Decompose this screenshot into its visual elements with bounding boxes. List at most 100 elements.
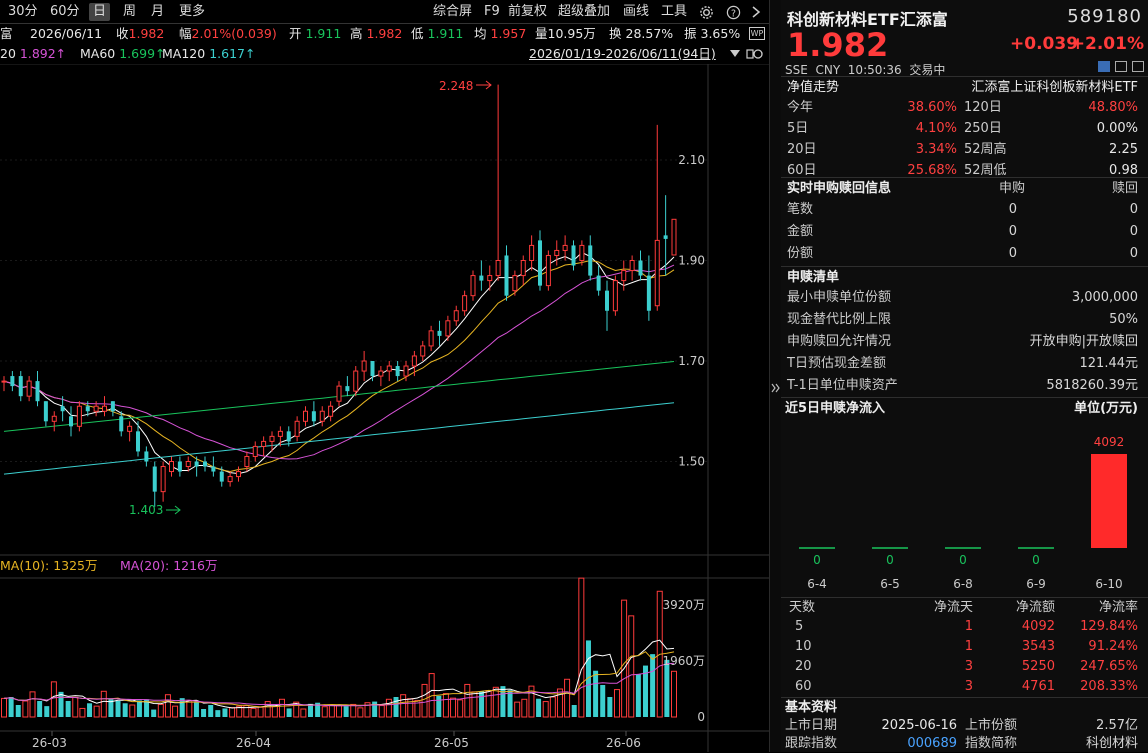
candle <box>119 411 124 437</box>
period-month[interactable]: 月 <box>151 4 165 19</box>
chart-toolbar: 30分 60分 日 周 月 更多 综合屏 F9 前复权 超级叠加 画线 工具 ? <box>0 0 769 24</box>
flow-days: 10 <box>795 639 812 654</box>
basic-title: 基本资料 <box>785 700 838 715</box>
volume-bar <box>485 690 492 718</box>
period-day[interactable]: 日 <box>89 3 111 21</box>
candle <box>244 451 250 472</box>
candle <box>311 401 316 427</box>
flow-bar-date: 6-4 <box>807 577 827 591</box>
tools-button[interactable]: 工具 <box>661 4 688 19</box>
ma-legend-bar: 20 1.892↑ MA60 1.699↑ MA120 1.617↑ 2026/… <box>0 44 769 64</box>
chevron-right-icon[interactable] <box>751 6 761 18</box>
candle <box>538 230 542 291</box>
candle <box>160 461 166 502</box>
volume-bar <box>350 703 357 718</box>
candle <box>18 371 23 402</box>
flow-table-header: 天数 净流天 净流额 净流率 <box>781 597 1148 617</box>
volume-tick-label: 0 <box>697 710 705 724</box>
change-value: 2.01%(0.039) <box>191 26 277 41</box>
realtime-buy: 0 <box>1008 246 1017 261</box>
period-60min[interactable]: 60分 <box>50 4 80 19</box>
volume-bar <box>357 707 364 718</box>
volume-bar <box>500 686 506 717</box>
volume-bar <box>307 703 313 717</box>
volume-bar <box>421 683 428 718</box>
candle <box>127 421 133 442</box>
flow-bar-date: 6-8 <box>953 577 973 591</box>
candle <box>194 456 199 477</box>
perf-label: 250日 <box>964 121 1002 136</box>
volume-bar <box>164 694 171 718</box>
volume-bar <box>414 699 421 718</box>
realtime-row: 笔数 0 0 <box>781 199 1148 221</box>
volume-bar <box>585 640 591 717</box>
wp-icon[interactable]: WP <box>749 27 765 40</box>
grid-icon[interactable] <box>1115 61 1127 72</box>
volume-bar <box>393 697 399 717</box>
volume-bar <box>271 705 278 718</box>
volume-bar <box>549 696 556 718</box>
flow-header-rate: 净流率 <box>1098 600 1138 615</box>
panel-divider[interactable] <box>769 0 781 752</box>
candlestick-chart[interactable]: 2.10 1.90 1.70 1.50 2.248 1.403 MA(10): 132… <box>0 64 769 752</box>
candle <box>512 270 518 296</box>
close-value: 1.982 <box>128 26 165 41</box>
candle <box>76 401 82 432</box>
avg-label: 均 <box>474 26 487 41</box>
volume-bar <box>1 697 7 718</box>
vol-ma10-line <box>3 651 675 708</box>
adjust-button[interactable]: 前复权 <box>508 4 548 19</box>
volume-bar <box>315 702 321 717</box>
flow-rate: 208.33% <box>1080 679 1138 694</box>
candle <box>437 320 442 346</box>
candle <box>370 361 375 382</box>
edit-icon[interactable] <box>1098 61 1110 72</box>
volume-bar <box>136 700 142 717</box>
perf-label: 52周高 <box>964 142 1007 157</box>
collapse-panel-icon[interactable] <box>771 382 781 394</box>
flow-days: 20 <box>795 659 812 674</box>
help-icon[interactable]: ? <box>726 5 741 20</box>
high-label: 高 <box>350 26 363 41</box>
candle <box>378 366 384 387</box>
candle <box>136 421 140 457</box>
index-name: 汇添富上证科创板新材料ETF <box>971 80 1138 95</box>
quote-time: 10:50:36 <box>847 63 902 77</box>
candle <box>203 456 207 472</box>
overlay-button[interactable]: 超级叠加 <box>558 4 611 19</box>
realtime-section-header: 实时申购赎回信息 申购 赎回 <box>781 177 1148 199</box>
period-more[interactable]: 更多 <box>179 4 206 19</box>
volume-bar <box>108 699 114 717</box>
price-tick-label: 1.70 <box>678 354 705 368</box>
flow-header-flowdays: 净流天 <box>933 600 973 615</box>
gear-icon[interactable] <box>699 5 714 20</box>
open-value: 1.911 <box>305 26 342 41</box>
ma20-label: 20 <box>0 46 16 61</box>
flow-bar: 0 6-4 <box>799 547 835 591</box>
candle <box>428 325 434 351</box>
settings-small-icon[interactable] <box>746 47 764 61</box>
date-range[interactable]: 2026/01/19-2026/06/11(94日) <box>529 46 716 61</box>
basic-value[interactable]: 000689 <box>907 736 957 751</box>
candle <box>612 275 618 316</box>
period-30min[interactable]: 30分 <box>8 4 38 19</box>
candle <box>646 255 651 321</box>
volume-bar <box>29 691 36 718</box>
f9-button[interactable]: F9 <box>484 4 500 19</box>
window-icon[interactable] <box>1132 61 1144 72</box>
period-week[interactable]: 周 <box>123 4 137 19</box>
candle <box>554 240 560 266</box>
volume-bar <box>514 701 521 718</box>
flow-days: 60 <box>795 679 812 694</box>
candle <box>85 401 90 417</box>
candle <box>10 371 15 392</box>
volume-bar <box>264 701 271 718</box>
draw-line-button[interactable]: 画线 <box>623 4 650 19</box>
perf-row: 60日 25.68% 52周低 0.98 <box>781 160 1148 181</box>
flow-flowdays: 1 <box>964 639 973 654</box>
dropdown-arrow-icon[interactable] <box>730 50 740 58</box>
candle <box>319 406 325 427</box>
volume-bar <box>593 670 599 717</box>
volume-bar <box>471 691 478 718</box>
multi-screen-button[interactable]: 综合屏 <box>433 4 473 19</box>
